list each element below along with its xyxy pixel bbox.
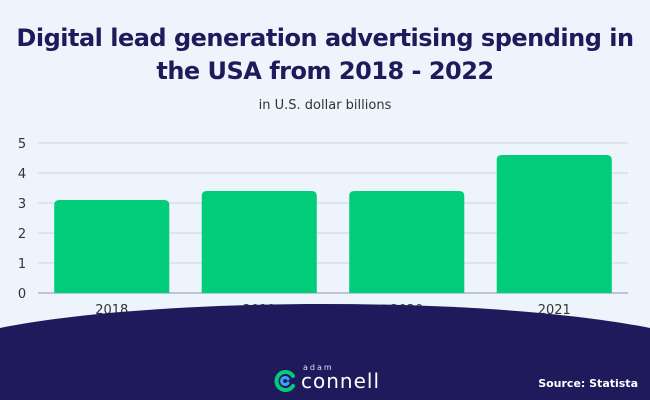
source-label: Source: Statista <box>538 377 638 390</box>
brand-small-text: adam <box>303 363 334 372</box>
chart-subtitle: in U.S. dollar billions <box>258 98 392 113</box>
bar-2020 <box>349 191 465 293</box>
brand-main-text: connell <box>301 369 381 393</box>
y-tick-label: 0 <box>18 287 26 302</box>
bars <box>54 155 612 293</box>
bar-2021 <box>496 155 612 293</box>
y-axis: 0 1 2 3 4 5 <box>18 137 26 302</box>
y-tick-label: 1 <box>18 257 26 272</box>
footer-wave <box>0 304 650 400</box>
chart-title-line-2: the USA from 2018 - 2022 <box>156 57 494 85</box>
chart-title-line-1: Digital lead generation advertising spen… <box>16 24 634 52</box>
y-tick-label: 2 <box>18 227 26 242</box>
brand-logo[interactable]: adam connell <box>273 363 383 397</box>
bar-2018 <box>54 200 170 293</box>
y-tick-label: 5 <box>18 137 26 152</box>
y-tick-label: 3 <box>18 197 26 212</box>
y-tick-label: 4 <box>18 167 26 182</box>
bar-2019 <box>201 191 317 293</box>
brand-mark-icon <box>274 370 295 392</box>
chart-title: Digital lead generation advertising spen… <box>0 22 650 88</box>
